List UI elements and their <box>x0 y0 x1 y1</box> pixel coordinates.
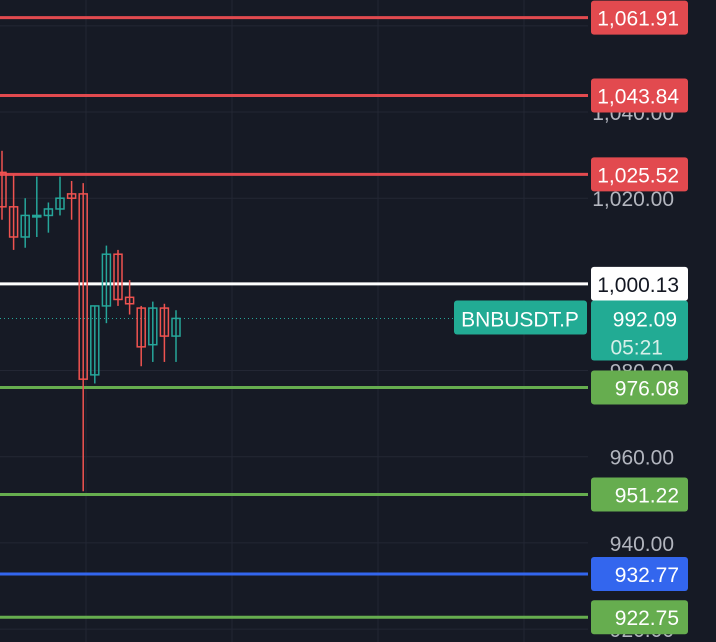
level-price-tag[interactable] <box>591 557 688 592</box>
candle-body[interactable] <box>101 253 112 307</box>
candle-body[interactable] <box>0 171 7 208</box>
level-price-label: 1,061.91 <box>597 8 679 31</box>
candle-body[interactable] <box>78 193 88 380</box>
y-axis-tick-label: 960.00 <box>610 447 674 470</box>
level-price-label: 951.22 <box>615 485 679 508</box>
level-price-tag[interactable] <box>591 370 688 405</box>
level-price-tag[interactable] <box>591 157 688 192</box>
last-price-tag[interactable] <box>591 300 688 361</box>
countdown-label: 05:21 <box>610 336 663 359</box>
level-price-tag[interactable] <box>591 477 688 512</box>
level-price-tag[interactable] <box>591 266 688 301</box>
symbol-label: BNBUSDT.P <box>461 308 579 331</box>
candle-body[interactable] <box>20 214 30 238</box>
level-price-tag[interactable] <box>591 0 688 35</box>
symbol-tag[interactable] <box>454 300 587 335</box>
candle-body[interactable] <box>8 206 19 238</box>
candle-body[interactable] <box>124 296 135 305</box>
candle-body[interactable] <box>159 307 170 337</box>
candle-body[interactable] <box>43 208 54 217</box>
candle-body[interactable] <box>32 214 42 218</box>
candle-body[interactable] <box>55 197 65 210</box>
level-price-label: 932.77 <box>615 564 679 587</box>
candle-body[interactable] <box>148 307 158 346</box>
candle-body[interactable] <box>136 307 146 348</box>
last-price-label: 992.09 <box>613 308 677 331</box>
level-price-tag[interactable] <box>591 78 688 113</box>
y-axis-tick-label: 940.00 <box>610 533 674 556</box>
level-price-label: 1,000.13 <box>597 274 679 297</box>
level-price-label: 1,043.84 <box>597 85 679 108</box>
candle-body[interactable] <box>171 317 181 337</box>
level-price-label: 922.75 <box>615 607 679 630</box>
level-price-tag[interactable] <box>591 600 688 635</box>
level-price-label: 976.08 <box>615 377 679 400</box>
candle-body[interactable] <box>66 193 77 199</box>
level-price-label: 1,025.52 <box>597 164 679 187</box>
candle-body[interactable] <box>113 253 123 301</box>
candle-body[interactable] <box>90 305 100 376</box>
y-axis-tick-label: 1,020.00 <box>592 188 674 211</box>
